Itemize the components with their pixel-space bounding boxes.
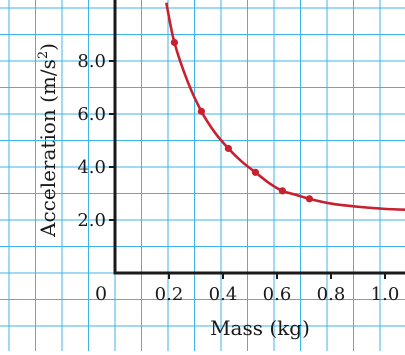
y-axis-label: Acceleration (m/s2) [36, 43, 60, 238]
x-tick-label: 1.0 [371, 284, 400, 305]
y-tick-label: 8.0 [77, 51, 106, 72]
x-axis-label: Mass (kg) [210, 316, 310, 340]
x-tick-label: 0.6 [263, 284, 292, 305]
data-point [171, 39, 178, 46]
data-point [225, 145, 232, 152]
y-tick-label: 6.0 [77, 104, 106, 125]
data-point [198, 108, 205, 115]
y-tick-label: 2.0 [77, 210, 106, 231]
data-point [252, 169, 259, 176]
y-axis-label-close: ) [36, 43, 60, 51]
x-tick-label: 0.2 [155, 284, 184, 305]
data-points [171, 39, 313, 203]
y-axis-label-main: Acceleration (m/s [36, 59, 60, 238]
y-axis-label-exponent: 2 [36, 51, 51, 59]
fit-curve [166, 3, 405, 210]
data-point [279, 187, 286, 194]
axes [114, 0, 405, 275]
x-tick-label: 0.8 [317, 284, 346, 305]
origin-label: 0 [95, 283, 107, 305]
tick-labels: 2.0 4.0 6.0 8.0 0.2 0.4 0.6 0.8 1.0 [77, 51, 399, 305]
x-tick-label: 0.4 [209, 284, 238, 305]
data-point [306, 195, 313, 202]
y-tick-label: 4.0 [77, 157, 106, 178]
fit-curve-layer [166, 3, 405, 210]
